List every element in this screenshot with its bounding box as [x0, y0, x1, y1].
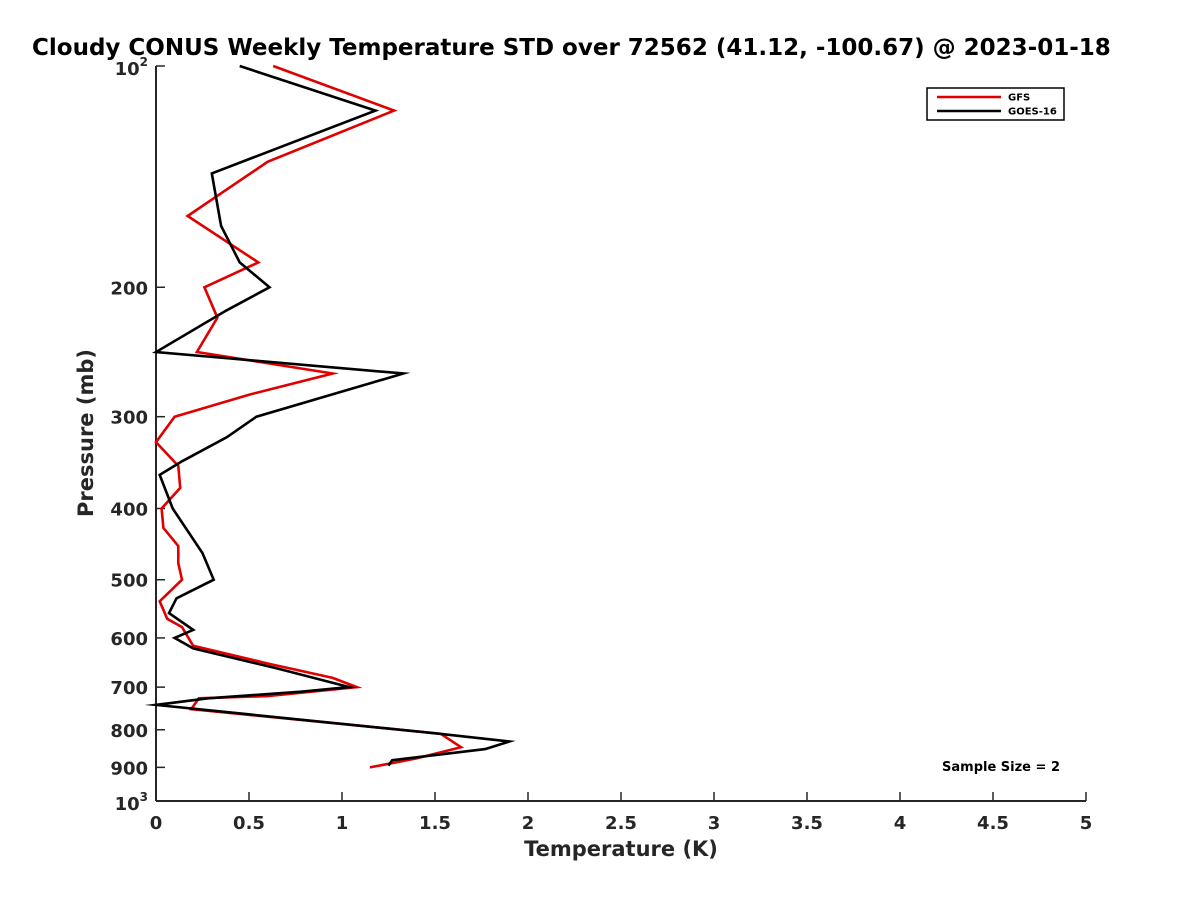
y-tick-label-base: 10	[115, 59, 140, 80]
y-tick-label: 102	[115, 55, 148, 80]
y-tick-label: 800	[110, 721, 148, 742]
legend-box	[926, 87, 1065, 121]
y-tick-label: 900	[110, 758, 148, 779]
x-tick-label: 0.5	[233, 813, 265, 834]
y-tick-label: 400	[110, 500, 148, 521]
y-tick-label: 700	[110, 678, 148, 699]
y-tick-label: 600	[110, 629, 148, 650]
x-tick-label: 1	[336, 813, 349, 834]
y-axis-label: Pressure (mb)	[74, 349, 98, 517]
sample-size-annotation: Sample Size = 2	[942, 760, 1060, 775]
y-tick-label: 500	[110, 571, 148, 592]
y-tick-label: 300	[110, 408, 148, 429]
x-tick-label: 5	[1080, 813, 1093, 834]
y-tick-label-exponent: 2	[140, 55, 148, 69]
x-axis-label: Temperature (K)	[524, 837, 718, 861]
y-tick-label: 200	[110, 278, 148, 299]
y-tick-label: 103	[115, 790, 148, 815]
x-tick-label: 0	[150, 813, 163, 834]
legend: GFS GOES-16	[926, 87, 1065, 121]
y-tick-label-exponent: 3	[140, 790, 148, 804]
legend-label-gfs: GFS	[1008, 93, 1030, 104]
legend-items: GFS GOES-16	[937, 93, 1057, 118]
x-tick-label: 4.5	[977, 813, 1009, 834]
x-tick-label: 2.5	[605, 813, 637, 834]
x-ticks: 0 0.5 1 1.5 2 2.5 3 3.5 4 4.5 5	[150, 792, 1093, 834]
x-tick-label: 4	[894, 813, 907, 834]
x-tick-label: 1.5	[419, 813, 451, 834]
y-tick-label-base: 10	[115, 794, 140, 815]
x-tick-label: 3.5	[791, 813, 823, 834]
chart-title: Cloudy CONUS Weekly Temperature STD over…	[32, 35, 1111, 61]
legend-label-goes-16: GOES-16	[1008, 107, 1057, 118]
series-layer	[144, 64, 516, 769]
series-line-goes-16	[144, 64, 516, 767]
x-tick-label: 2	[522, 813, 535, 834]
x-tick-label: 3	[708, 813, 721, 834]
